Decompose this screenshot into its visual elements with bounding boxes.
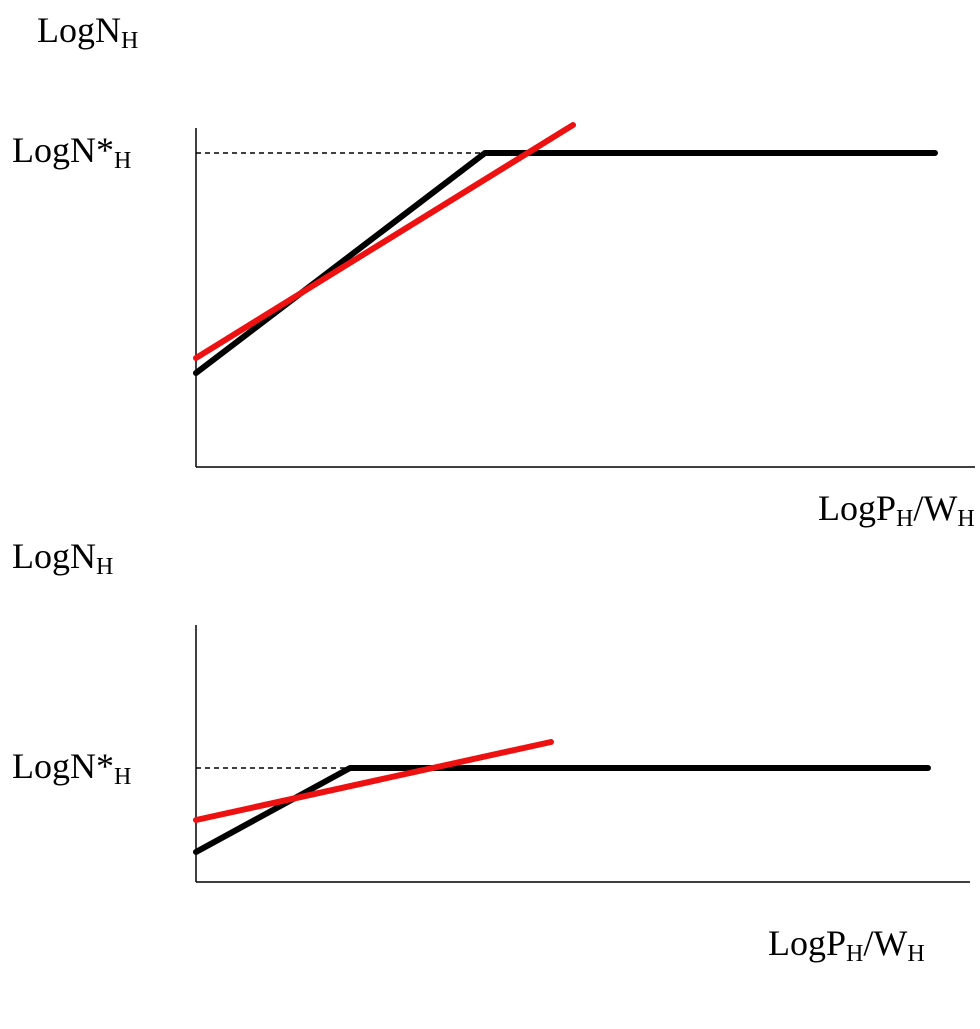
label-text: LogP: [818, 488, 896, 528]
subscript: H: [846, 941, 863, 967]
red-line: [193, 739, 554, 823]
x-axis-label: LogPH/WH: [768, 923, 925, 967]
label-text: LogN: [37, 10, 121, 50]
black-curve: [193, 150, 938, 376]
reference-label: LogN*H: [12, 130, 131, 174]
red-line: [193, 122, 576, 361]
subscript: H: [96, 554, 113, 580]
subscript: H: [114, 764, 131, 790]
black-curve: [193, 765, 931, 855]
x-axis-label: LogPH/WH: [818, 488, 975, 532]
subscript: H: [121, 28, 138, 54]
y-axis-label: LogNH: [37, 10, 138, 54]
y-axis-label: LogNH: [12, 536, 113, 580]
subscript: H: [957, 506, 974, 532]
label-text: LogN: [12, 536, 96, 576]
label-text: /W: [913, 488, 957, 528]
reference-label: LogN*H: [12, 746, 131, 790]
label-text: LogN*: [12, 130, 114, 170]
label-text: /W: [863, 923, 907, 963]
panel-top: LogNH LogN*H LogPH/WH: [12, 10, 975, 532]
subscript: H: [907, 941, 924, 967]
subscript: H: [114, 148, 131, 174]
label-text: LogP: [768, 923, 846, 963]
panel-bottom: LogNH LogN*H LogPH/WH: [12, 536, 970, 967]
label-text: LogN*: [12, 746, 114, 786]
subscript: H: [896, 506, 913, 532]
